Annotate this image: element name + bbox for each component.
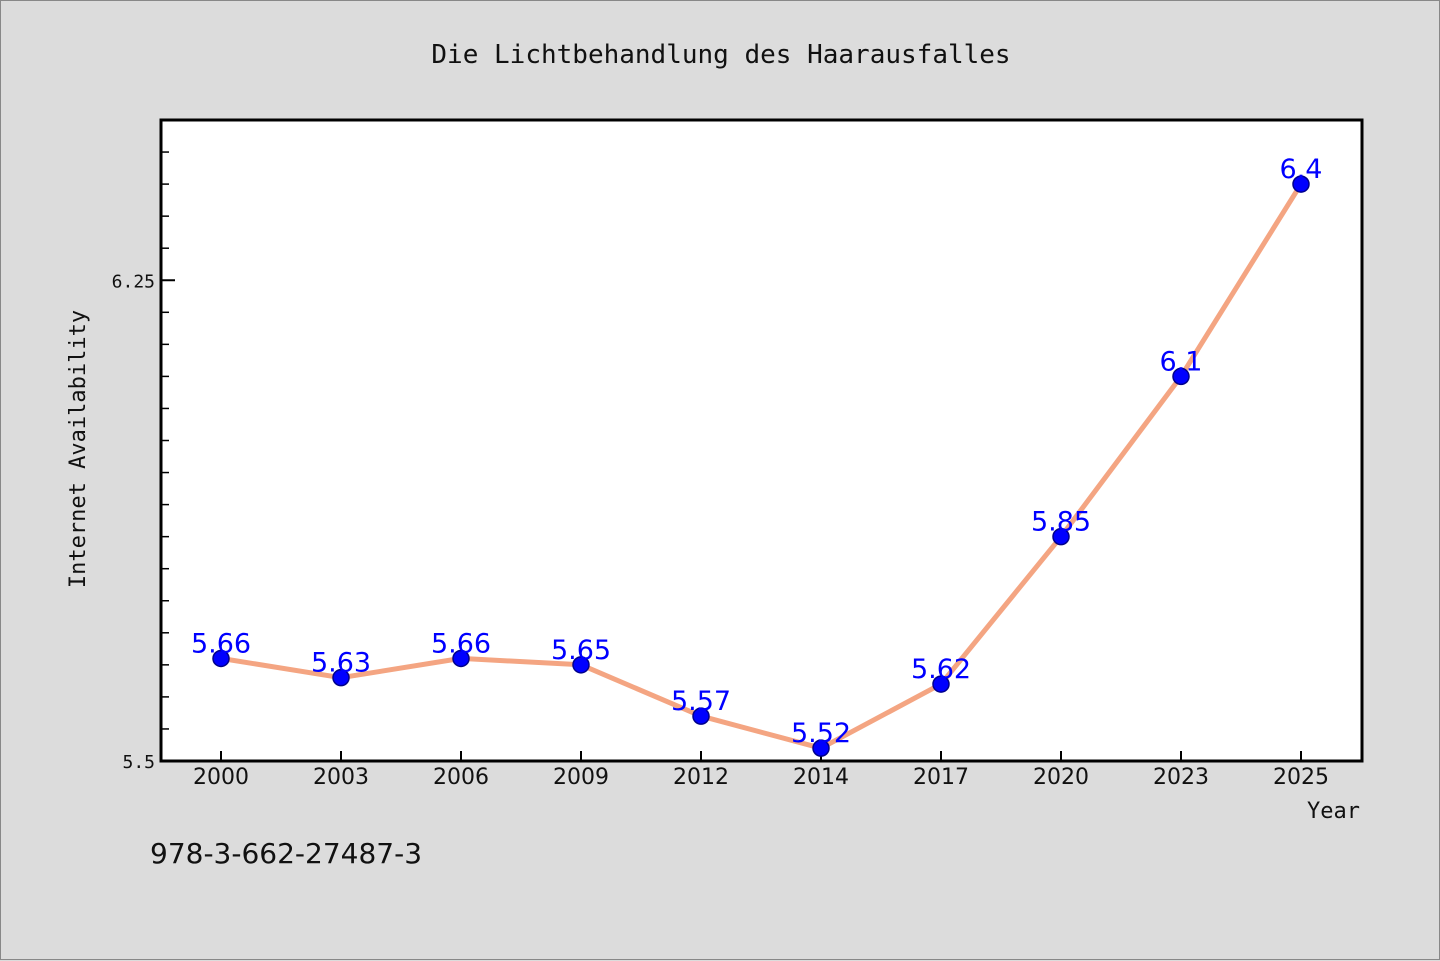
plot-area <box>159 118 1364 763</box>
data-label: 5.57 <box>671 686 731 717</box>
data-point <box>212 649 230 668</box>
data-label: 5.85 <box>1031 507 1091 538</box>
data-label: 5.62 <box>911 654 971 685</box>
data-point <box>932 675 950 693</box>
y-axis-ticks <box>161 119 175 762</box>
data-point <box>1172 367 1190 386</box>
data-point <box>452 649 470 668</box>
x-tick-label: 2014 <box>793 765 849 790</box>
series-data-labels: 5.66 5.63 5.66 5.65 5.57 5.52 5.62 5.85 6.1 6.4 <box>191 154 1323 749</box>
x-tick-label: 2003 <box>313 765 369 790</box>
y-axis-label: Internet Availability <box>66 310 91 588</box>
data-label: 5.65 <box>551 635 611 666</box>
data-label: 5.63 <box>311 648 371 679</box>
x-axis-tick-labels: 2000 2003 2006 2009 2012 2014 2017 2020 2023 2025 <box>193 765 1329 790</box>
chart-title: Die Lichtbehandlung des Haarausfalles <box>431 40 1010 70</box>
series-points <box>212 175 1310 757</box>
x-tick-label: 2020 <box>1033 765 1089 790</box>
x-axis-ticks <box>220 751 1302 761</box>
data-label: 5.66 <box>431 628 491 659</box>
data-label: 5.66 <box>191 628 251 659</box>
footnote-isbn: 978-3-662-27487-3 <box>150 837 422 870</box>
data-label: 6.1 <box>1160 346 1203 377</box>
data-point <box>332 668 350 687</box>
x-tick-label: 2006 <box>433 765 489 790</box>
x-axis-label: Year <box>1307 799 1360 824</box>
y-tick-label: 5.5 <box>122 752 155 773</box>
y-tick-label: 6.25 <box>112 271 155 292</box>
x-tick-label: 2009 <box>553 765 609 790</box>
data-point <box>692 707 710 725</box>
data-point <box>812 739 830 757</box>
data-point <box>572 656 590 674</box>
x-tick-label: 2012 <box>673 765 729 790</box>
x-tick-label: 2017 <box>913 765 969 790</box>
y-axis-tick-labels: 5.5 6.25 <box>112 271 155 773</box>
data-label: 5.52 <box>791 718 851 749</box>
x-tick-label: 2000 <box>193 765 249 790</box>
data-point <box>1292 175 1310 193</box>
x-tick-label: 2023 <box>1153 765 1209 790</box>
data-point <box>1052 527 1070 546</box>
series-line <box>218 181 1304 751</box>
x-tick-label: 2025 <box>1273 765 1329 790</box>
data-label: 6.4 <box>1280 154 1323 185</box>
